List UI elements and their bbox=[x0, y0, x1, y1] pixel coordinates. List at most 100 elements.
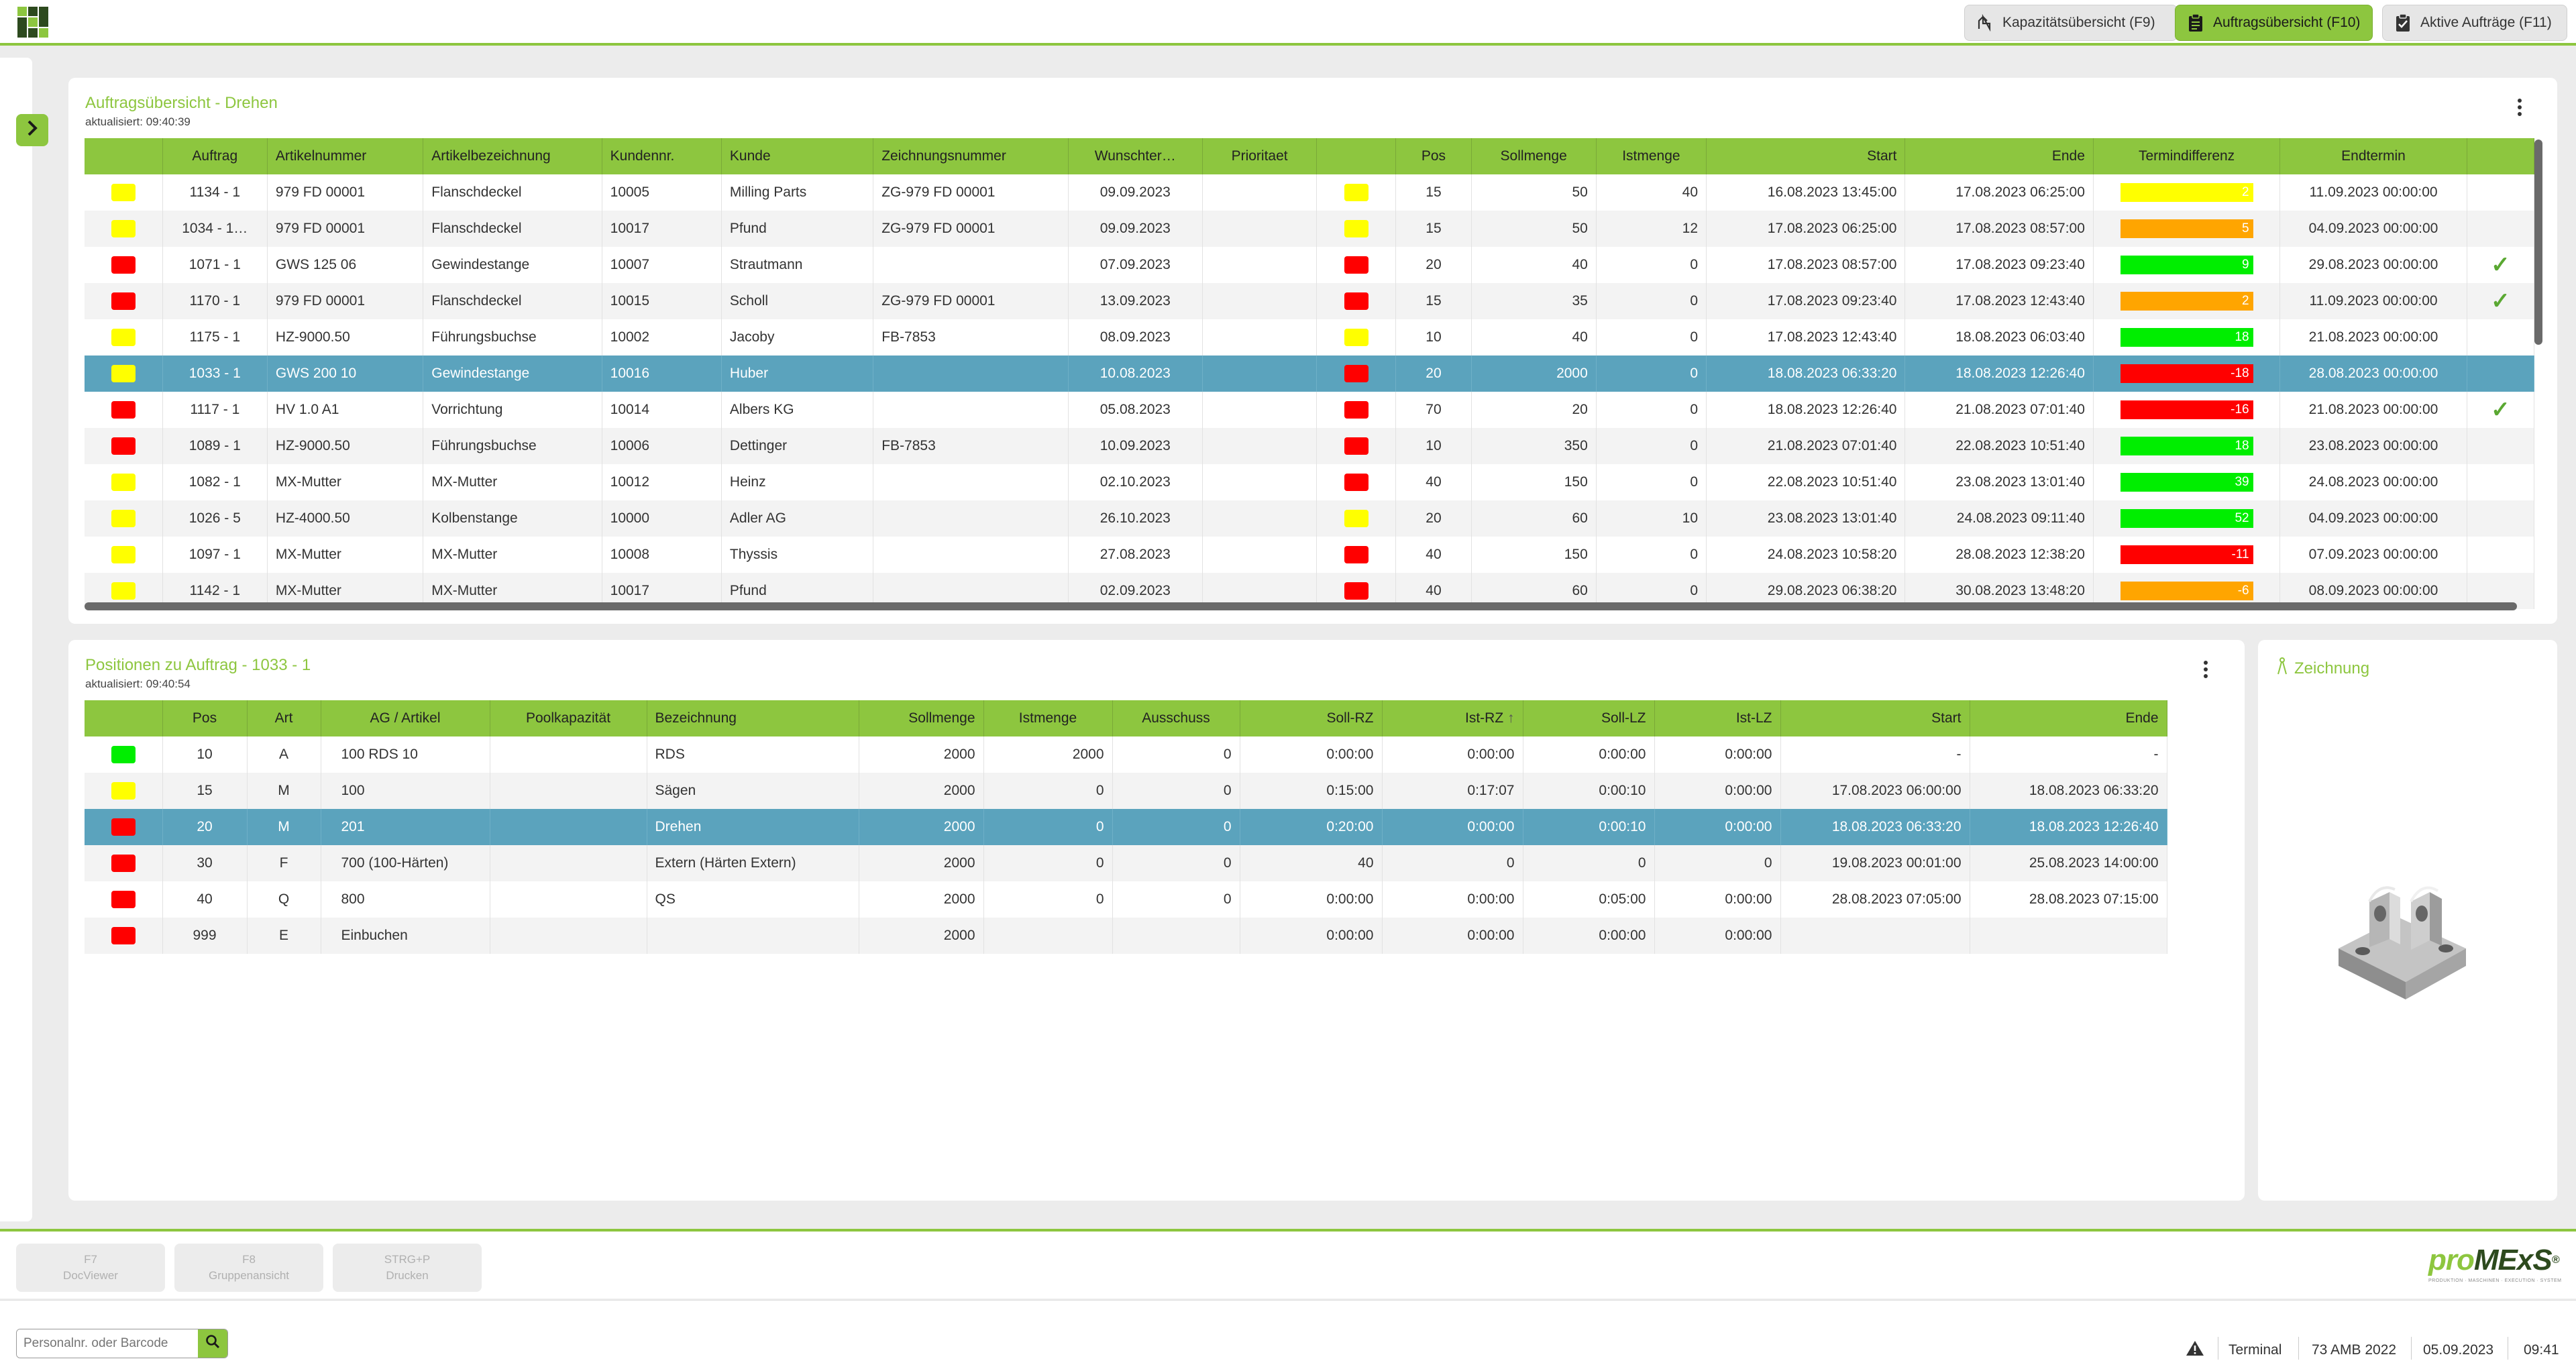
cell-start bbox=[1780, 918, 1970, 954]
cell-zeich: ZG-979 FD 00001 bbox=[873, 283, 1069, 319]
termindifferenz-bar: 18 bbox=[2120, 437, 2253, 455]
col-ende[interactable]: Ende bbox=[1904, 138, 2094, 174]
col-status2[interactable] bbox=[1316, 138, 1397, 174]
table-row[interactable]: 1026 - 5 HZ-4000.50 Kolbenstange 10000 Adler… bbox=[85, 500, 2535, 537]
orders-horizontal-scrollbar[interactable] bbox=[85, 602, 2517, 610]
col-kundennr[interactable]: Kundennr. bbox=[602, 138, 722, 174]
table-row[interactable]: 20 M 201 Drehen 2000 0 0 0:20:00 0:00:00 0:00:10 0… bbox=[85, 809, 2167, 845]
cell-ende: 24.08.2023 09:11:40 bbox=[1904, 500, 2094, 537]
col-done[interactable] bbox=[2467, 138, 2535, 174]
cell-prio bbox=[1202, 319, 1318, 356]
col-start[interactable]: Start bbox=[1706, 138, 1906, 174]
cell-auftrag: 1026 - 5 bbox=[162, 500, 268, 537]
cell-soll: 2000 bbox=[859, 881, 984, 918]
warning-icon[interactable] bbox=[2186, 1339, 2204, 1361]
table-row[interactable]: 1082 - 1 MX-Mutter MX-Mutter 10012 Heinz 02.1… bbox=[85, 464, 2535, 500]
cell-diff: 5 bbox=[2093, 211, 2281, 247]
capacity-overview-button[interactable]: Kapazitätsübersicht (F9) bbox=[1964, 5, 2178, 41]
active-orders-button[interactable]: Aktive Aufträge (F11) bbox=[2382, 5, 2567, 41]
col-sollmenge[interactable]: Sollmenge bbox=[1471, 138, 1597, 174]
cell-artbez: Gewindestange bbox=[423, 247, 602, 283]
part-drawing-image[interactable] bbox=[2332, 875, 2473, 1002]
col-wunschtermin[interactable]: Wunschter… bbox=[1068, 138, 1203, 174]
pcol-poolkapazitaet[interactable]: Poolkapazität bbox=[490, 700, 647, 736]
cell-s1 bbox=[85, 319, 163, 356]
cell-zeich bbox=[873, 247, 1069, 283]
cell-s2 bbox=[1316, 537, 1397, 573]
orders-menu-button[interactable] bbox=[2512, 94, 2528, 121]
cell-artnr: 979 FD 00001 bbox=[267, 283, 424, 319]
table-row[interactable]: 1134 - 1 979 FD 00001 Flanschdeckel 10005 Mi… bbox=[85, 174, 2535, 211]
table-row[interactable]: 15 M 100 Sägen 2000 0 0 0:15:00 0:17:07 0:00:10 0:… bbox=[85, 773, 2167, 809]
cell-artnr: HZ-9000.50 bbox=[267, 428, 424, 464]
status-indicator bbox=[111, 818, 136, 836]
table-row[interactable]: 1097 - 1 MX-Mutter MX-Mutter 10008 Thyssis 27… bbox=[85, 537, 2535, 573]
col-prioritaet[interactable]: Prioritaet bbox=[1202, 138, 1318, 174]
cell-pos: 10 bbox=[1395, 319, 1472, 356]
col-termindifferenz[interactable]: Termindifferenz bbox=[2093, 138, 2281, 174]
cell-pos: 20 bbox=[1395, 500, 1472, 537]
col-pos[interactable]: Pos bbox=[1395, 138, 1472, 174]
pcol-start[interactable]: Start bbox=[1780, 700, 1970, 736]
search-button[interactable] bbox=[198, 1329, 227, 1358]
barcode-search-input[interactable] bbox=[17, 1329, 199, 1358]
col-artikelbezeichnung[interactable]: Artikelbezeichnung bbox=[423, 138, 602, 174]
print-button[interactable]: STRG+P Drucken bbox=[333, 1244, 482, 1292]
cell-ag: 700 (100-Härten) bbox=[321, 845, 490, 881]
terminal-label: Terminal bbox=[2229, 1342, 2282, 1358]
cell-art: F bbox=[247, 845, 321, 881]
order-overview-button[interactable]: Auftragsübersicht (F10) bbox=[2175, 5, 2373, 41]
pcol-ist-rz[interactable]: Ist-RZ ↑ bbox=[1382, 700, 1523, 736]
docviewer-button[interactable]: F7 DocViewer bbox=[16, 1244, 165, 1292]
status-indicator bbox=[1344, 365, 1368, 382]
pcol-soll-rz[interactable]: Soll-RZ bbox=[1240, 700, 1383, 736]
pcol-ende[interactable]: Ende bbox=[1970, 700, 2167, 736]
table-row[interactable]: 999 E Einbuchen 2000 0:00:00 0:00:00 0:00:00 0:… bbox=[85, 918, 2167, 954]
pcol-bezeichnung[interactable]: Bezeichnung bbox=[647, 700, 859, 736]
col-status[interactable] bbox=[85, 138, 163, 174]
table-row[interactable]: 1175 - 1 HZ-9000.50 Führungsbuchse 10002 Jac… bbox=[85, 319, 2535, 356]
cell-start: 21.08.2023 07:01:40 bbox=[1706, 428, 1906, 464]
cell-auftrag: 1033 - 1 bbox=[162, 356, 268, 392]
pcol-istmenge[interactable]: Istmenge bbox=[983, 700, 1113, 736]
positions-menu-button[interactable] bbox=[2198, 656, 2214, 683]
termindifferenz-bar: 39 bbox=[2120, 473, 2253, 492]
table-row[interactable]: 1033 - 1 GWS 200 10 Gewindestange 10016 Hube… bbox=[85, 356, 2535, 392]
col-endtermin[interactable]: Endtermin bbox=[2279, 138, 2467, 174]
pcol-soll-lz[interactable]: Soll-LZ bbox=[1523, 700, 1655, 736]
col-kunde[interactable]: Kunde bbox=[721, 138, 874, 174]
table-row[interactable]: 40 Q 800 QS 2000 0 0 0:00:00 0:00:00 0:05:00 0:00:… bbox=[85, 881, 2167, 918]
pcol-ausschuss[interactable]: Ausschuss bbox=[1112, 700, 1240, 736]
table-row[interactable]: 1170 - 1 979 FD 00001 Flanschdeckel 10015 Sc… bbox=[85, 283, 2535, 319]
col-zeichnungsnummer[interactable]: Zeichnungsnummer bbox=[873, 138, 1069, 174]
orders-title: Auftragsübersicht - Drehen bbox=[85, 94, 278, 112]
table-row[interactable]: 1034 - 1… 979 FD 00001 Flanschdeckel 10017 P… bbox=[85, 211, 2535, 247]
status-indicator bbox=[1344, 329, 1368, 346]
expand-sidebar-button[interactable] bbox=[16, 114, 48, 146]
col-artikelnummer[interactable]: Artikelnummer bbox=[267, 138, 424, 174]
pcol-sollmenge[interactable]: Sollmenge bbox=[859, 700, 984, 736]
col-istmenge[interactable]: Istmenge bbox=[1596, 138, 1707, 174]
cell-prio bbox=[1202, 174, 1318, 211]
termindifferenz-bar: 5 bbox=[2120, 219, 2253, 238]
table-row[interactable]: 1071 - 1 GWS 125 06 Gewindestange 10007 Stra… bbox=[85, 247, 2535, 283]
pcol-ag-artikel[interactable]: AG / Artikel bbox=[321, 700, 490, 736]
pcol-pos[interactable]: Pos bbox=[162, 700, 248, 736]
pcol-art[interactable]: Art bbox=[247, 700, 321, 736]
table-row[interactable]: 10 A 100 RDS 10 RDS 2000 2000 0 0:00:00 0:00:00 0… bbox=[85, 736, 2167, 773]
group-view-button[interactable]: F8 Gruppenansicht bbox=[174, 1244, 323, 1292]
pcol-status[interactable] bbox=[85, 700, 163, 736]
cell-endt: 04.09.2023 00:00:00 bbox=[2279, 500, 2467, 537]
table-row[interactable]: 1117 - 1 HV 1.0 A1 Vorrichtung 10014 Albers … bbox=[85, 392, 2535, 428]
table-row[interactable]: 30 F 700 (100-Härten) Extern (Härten Extern… bbox=[85, 845, 2167, 881]
cell-soll: 150 bbox=[1471, 464, 1597, 500]
cell-kdnr: 10005 bbox=[602, 174, 722, 211]
table-row[interactable]: 1089 - 1 HZ-9000.50 Führungsbuchse 10006 Det… bbox=[85, 428, 2535, 464]
pcol-ist-lz[interactable]: Ist-LZ bbox=[1654, 700, 1781, 736]
cell-start: 17.08.2023 06:00:00 bbox=[1780, 773, 1970, 809]
orders-vertical-scrollbar[interactable] bbox=[2534, 140, 2542, 345]
col-auftrag[interactable]: Auftrag bbox=[162, 138, 268, 174]
cell-prio bbox=[1202, 356, 1318, 392]
termindifferenz-bar: 2 bbox=[2120, 292, 2253, 311]
cell-ag: 201 bbox=[321, 809, 490, 845]
